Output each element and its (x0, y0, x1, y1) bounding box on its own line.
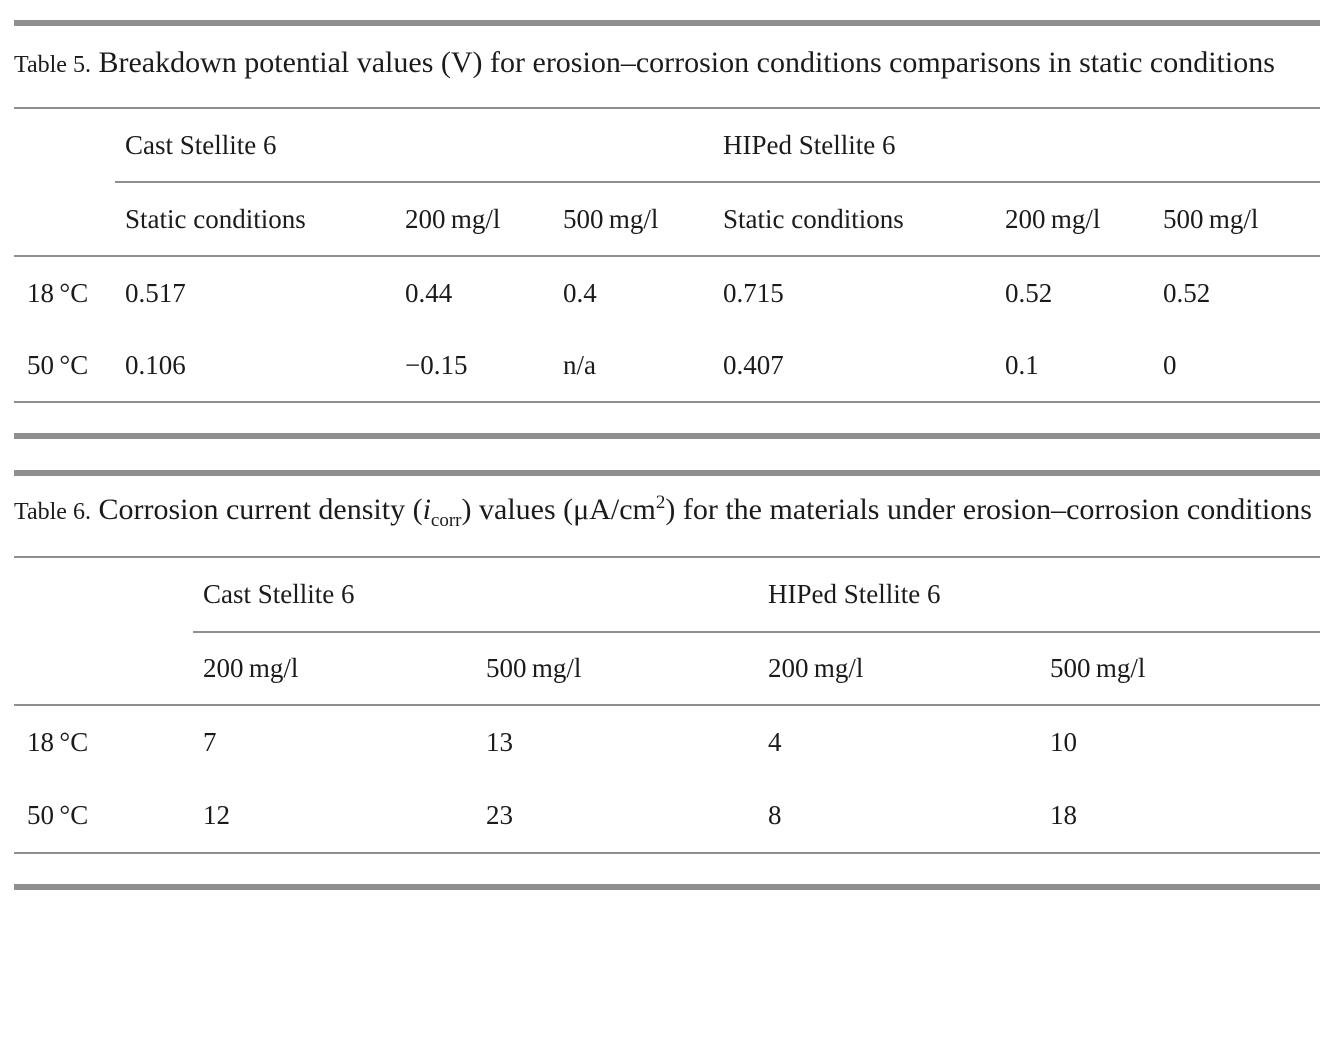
table5-group-underline-rule (115, 181, 1320, 183)
table-cell: 23 (486, 800, 513, 830)
column-header: Static conditions (723, 203, 904, 234)
group-header-cast-stellite: Cast Stellite 6 (203, 579, 355, 609)
table5-bottom-rule (14, 401, 1320, 403)
table5-group-header-row: Cast Stellite 6 HIPed Stellite 6 (14, 109, 1320, 181)
table-cell: 18 (1050, 800, 1077, 830)
table-cell: 10 (1050, 727, 1077, 757)
cm-squared-superscript: 2 (655, 492, 666, 513)
table6-caption-text-part2: ) values (μA/cm (461, 493, 656, 526)
table6-caption-label: Table 6. (14, 499, 91, 525)
column-header: 200 mg/l (203, 653, 299, 683)
column-header: 500 mg/l (1163, 203, 1259, 234)
table-cell: n/a (563, 349, 596, 380)
table5-block: Table 5. Breakdown potential values (V) … (14, 20, 1320, 439)
group-header-hiped-stellite: HIPed Stellite 6 (723, 129, 896, 160)
table6-bottom-rule (14, 852, 1320, 854)
table-cell: 4 (768, 727, 782, 757)
row-label: 50 °C (27, 349, 89, 380)
table-cell: 0.4 (563, 277, 597, 308)
table-cell: 0.715 (723, 277, 784, 308)
column-header: 500 mg/l (486, 653, 582, 683)
group-header-hiped-stellite: HIPed Stellite 6 (768, 579, 941, 609)
table-cell: 0.517 (125, 277, 186, 308)
table6-caption-text-part3: ) for the materials under erosion–corros… (665, 493, 1312, 526)
table5-caption-label: Table 5. (14, 52, 91, 78)
table-cell: 0.44 (405, 277, 453, 308)
row-label: 18 °C (27, 727, 89, 757)
table6-bottom-bar (14, 884, 1320, 890)
table-cell: 8 (768, 800, 782, 830)
table6-subheader-row: 200 mg/l 500 mg/l 200 mg/l 500 mg/l (14, 633, 1320, 704)
icorr-subscript: corr (430, 510, 462, 531)
table6-header-rule (14, 556, 1320, 558)
table5-header-rule (14, 107, 1320, 109)
column-header: 500 mg/l (563, 203, 659, 234)
row-label: 18 °C (27, 277, 89, 308)
table5-subheader-row: Static conditions 200 mg/l 500 mg/l Stat… (14, 183, 1320, 255)
paper-page: Table 5. Breakdown potential values (V) … (0, 20, 1336, 890)
table6-top-bar (14, 470, 1320, 476)
table-cell: 0.52 (1163, 277, 1211, 308)
table6-subheader-rule (14, 704, 1320, 706)
table-cell: 0.106 (125, 349, 186, 380)
row-label: 50 °C (27, 800, 89, 830)
table6-block: Table 6. Corrosion current density (icor… (14, 470, 1320, 890)
group-header-cast-stellite: Cast Stellite 6 (125, 129, 277, 160)
table5-caption-text: Breakdown potential values (V) for erosi… (98, 46, 1275, 79)
table6-caption: Table 6. Corrosion current density (icor… (14, 481, 1320, 541)
table-cell: 0.1 (1005, 349, 1039, 380)
table5-subheader-rule (14, 255, 1320, 257)
table6-group-header-row: Cast Stellite 6 HIPed Stellite 6 (14, 558, 1320, 631)
column-header: Static conditions (125, 203, 306, 234)
column-header: 200 mg/l (1005, 203, 1101, 234)
table-row: 50 °C 0.106 −0.15 n/a 0.407 0.1 0 (14, 329, 1320, 401)
table-cell: 13 (486, 727, 513, 757)
table-cell: 0.407 (723, 349, 784, 380)
table-row: 18 °C 7 13 4 10 (14, 706, 1320, 779)
table5-caption: Table 5. Breakdown potential values (V) … (14, 34, 1320, 94)
table-cell: 0 (1163, 349, 1177, 380)
table-cell: −0.15 (405, 349, 468, 380)
table-cell: 0.52 (1005, 277, 1053, 308)
table6-group-underline-rule (193, 631, 1320, 633)
column-header: 200 mg/l (405, 203, 501, 234)
column-header: 500 mg/l (1050, 653, 1146, 683)
table-cell: 7 (203, 727, 217, 757)
column-header: 200 mg/l (768, 653, 864, 683)
table-row: 18 °C 0.517 0.44 0.4 0.715 0.52 0.52 (14, 257, 1320, 329)
table5-bottom-bar (14, 433, 1320, 439)
table-cell: 12 (203, 800, 230, 830)
table5-top-bar (14, 20, 1320, 26)
table-row: 50 °C 12 23 8 18 (14, 779, 1320, 852)
table6-caption-text-part1: Corrosion current density ( (98, 493, 423, 526)
icorr-variable: i (422, 493, 431, 526)
